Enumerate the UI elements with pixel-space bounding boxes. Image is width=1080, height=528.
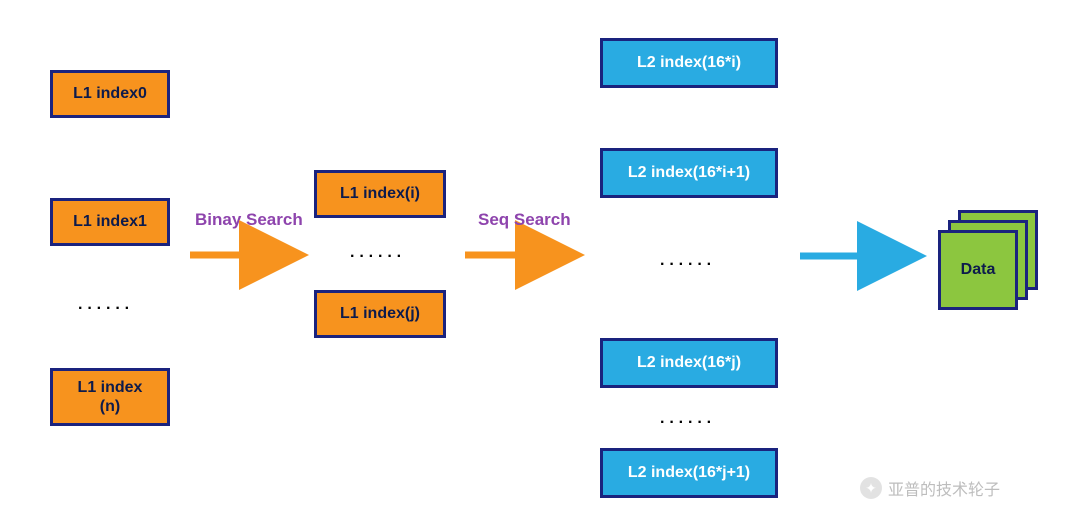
wechat-icon: ✦ (860, 477, 882, 499)
l1-index-1-box: L1 index1 (50, 198, 170, 246)
seq-search-label: Seq Search (478, 210, 571, 230)
l1-col2-ellipsis: ······ (350, 248, 406, 266)
data-card-front: Data (938, 230, 1018, 310)
l1-index-j-box: L1 index(j) (314, 290, 446, 338)
l2-ellipsis-2: ······ (660, 414, 716, 432)
watermark: ✦ 亚普的技术轮子 (860, 476, 1000, 500)
l1-index-0-box: L1 index0 (50, 70, 170, 118)
l2-index-16i1-box: L2 index(16*i+1) (600, 148, 778, 198)
l1-col1-ellipsis: ······ (78, 300, 134, 318)
l2-ellipsis-1: ······ (660, 256, 716, 274)
l2-index-16j1-box: L2 index(16*j+1) (600, 448, 778, 498)
binary-search-label: Binay Search (195, 210, 303, 230)
watermark-text: 亚普的技术轮子 (888, 476, 1000, 500)
l1-index-i-box: L1 index(i) (314, 170, 446, 218)
l2-index-16j-box: L2 index(16*j) (600, 338, 778, 388)
l1-index-n-box: L1 index (n) (50, 368, 170, 426)
l2-index-16i-box: L2 index(16*i) (600, 38, 778, 88)
